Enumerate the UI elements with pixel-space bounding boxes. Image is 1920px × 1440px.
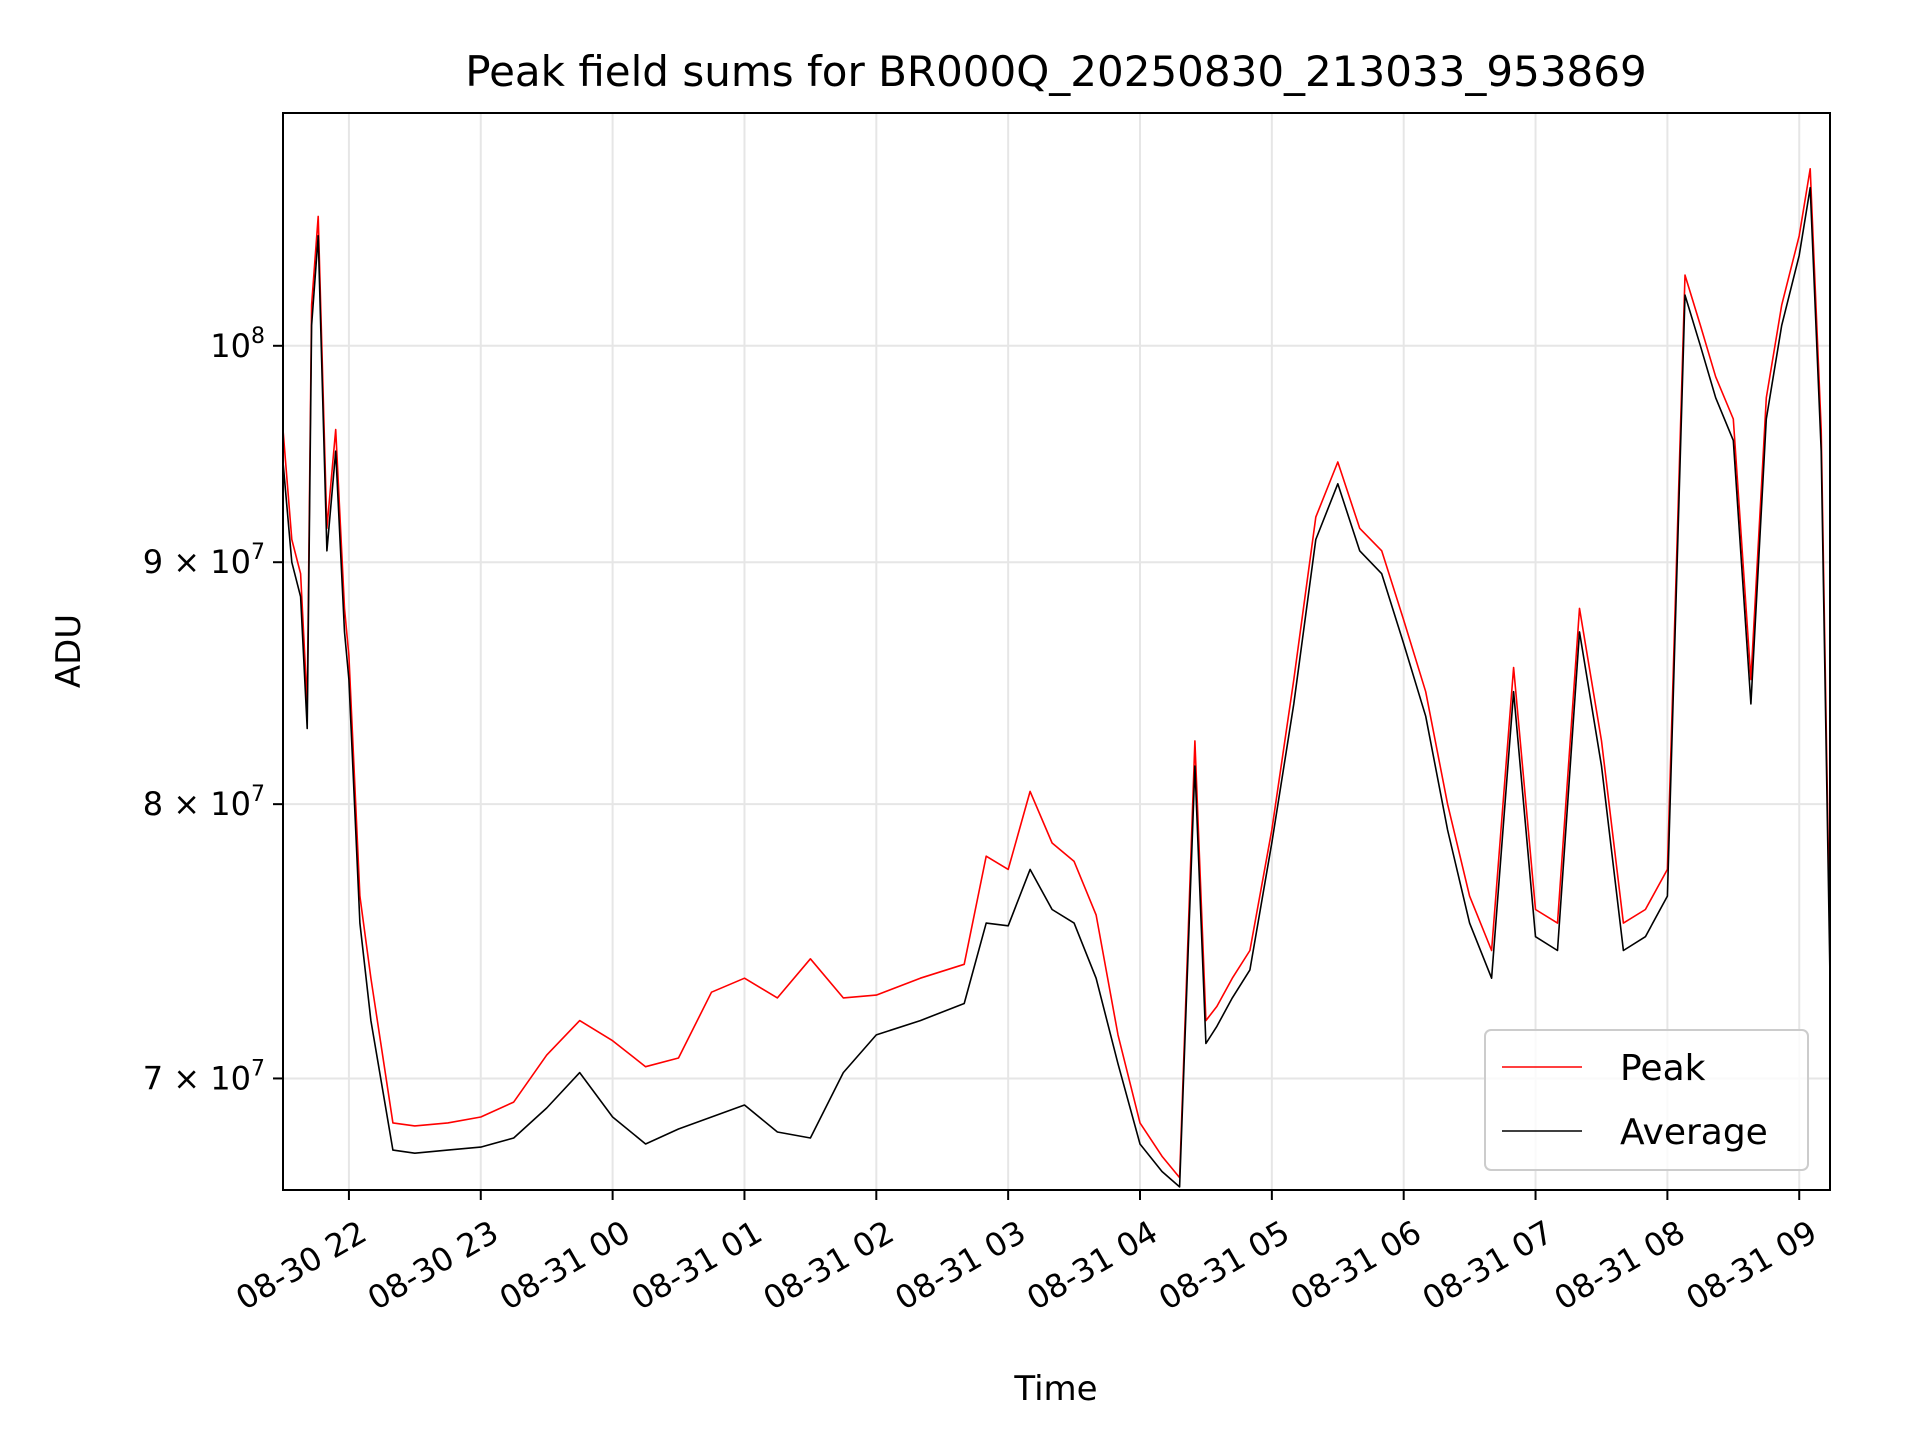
plot-frame (282, 112, 1831, 1191)
legend-label-peak: Peak (1620, 1048, 1706, 1089)
x-axis-label: Time (1013, 1369, 1097, 1409)
legend: Peak Average (1484, 1029, 1809, 1171)
y-tick-label: 9 × 107 (143, 540, 265, 581)
plot-area (282, 168, 1831, 1188)
legend-box (1484, 1029, 1809, 1171)
y-tick-label: 108 (210, 324, 265, 365)
series-line-average (282, 186, 1831, 1188)
y-tick-label: 8 × 107 (143, 782, 265, 823)
series-line-peak (282, 168, 1831, 1179)
y-axis-label: ADU (49, 614, 89, 688)
chart-title: Peak field sums for BR000Q_20250830_2130… (465, 47, 1646, 96)
legend-label-average: Average (1620, 1112, 1768, 1153)
y-tick-label: 7 × 107 (143, 1056, 265, 1097)
y-axis: 7 × 107 8 × 107 9 × 107 108 (143, 324, 283, 1097)
